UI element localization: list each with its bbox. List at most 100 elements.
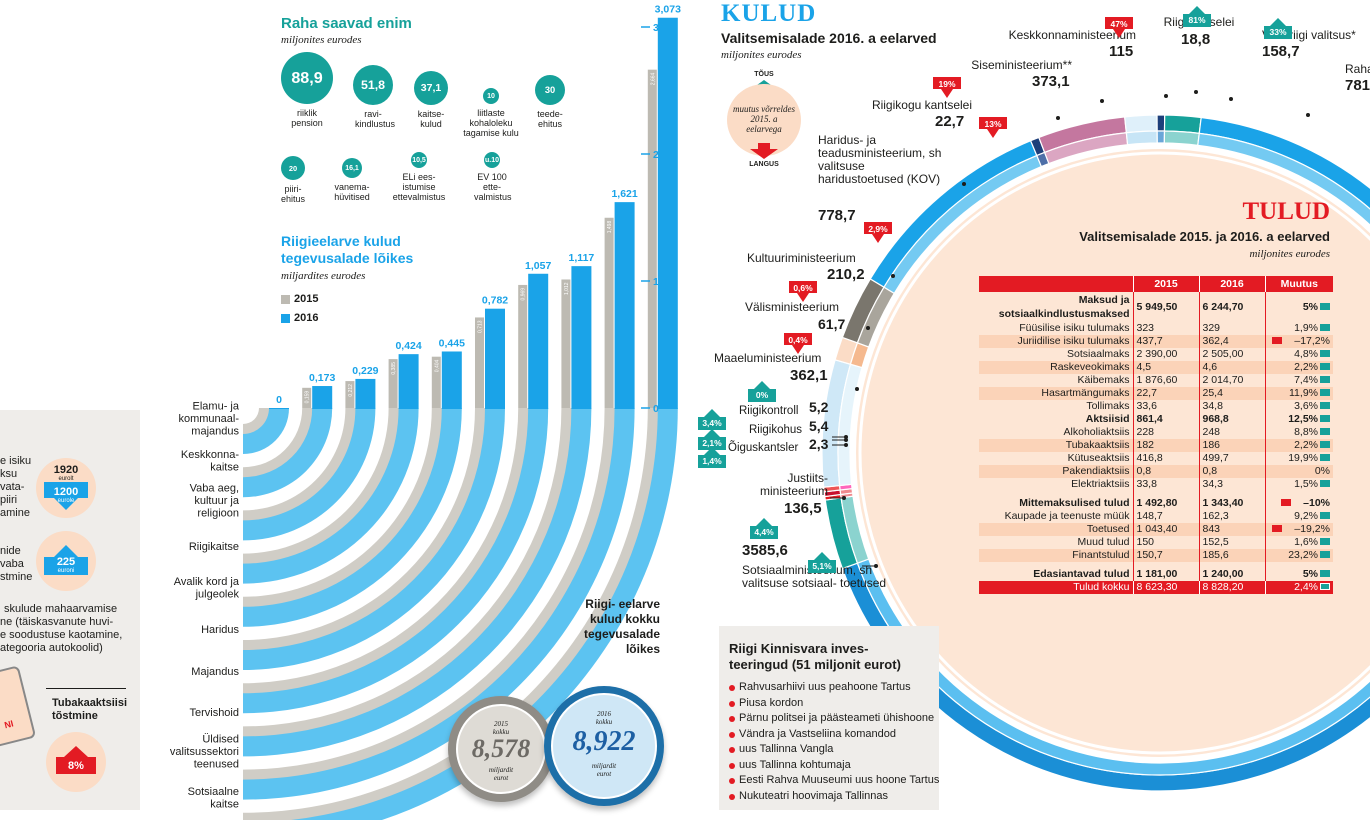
donut-ring [858, 151, 1370, 755]
bar-2015 [561, 279, 571, 408]
table-cell: 1 343,40 [1198, 497, 1265, 510]
cell-text: Juriidilise isiku tulumaks [1017, 335, 1130, 347]
table-row: Toetused 1 043,40 843 –19,2% [979, 523, 1333, 536]
increase-marker [1320, 324, 1330, 331]
increase-marker [1320, 303, 1330, 310]
list-item: Pärnu politsei ja päästeameti ühishoone [729, 711, 989, 727]
cell-text: 8 828,20 [1202, 581, 1244, 593]
leader-dot [1306, 113, 1310, 117]
arrow-up-icon [698, 429, 726, 450]
cell-text: 248 [1202, 426, 1221, 438]
arrow-down-icon [44, 482, 88, 510]
increase-badge: 81% [1181, 6, 1213, 28]
cell-text: Füüsilise isiku tulumaks [1019, 322, 1130, 334]
increase-marker [1320, 389, 1330, 396]
change-label: 3,4% [702, 418, 722, 428]
spend-bubble-label: liitlaste kohaloleku tagamise kulu [463, 108, 519, 138]
spend-bubble: 10 [483, 88, 499, 104]
increase-badge: 33% [1262, 18, 1294, 40]
leader-dot [1164, 94, 1168, 98]
increase-marker [1320, 454, 1330, 461]
table-row: Hasartmängumaks 22,7 25,4 11,9% [979, 387, 1333, 400]
cell-text: Tollimaks [1086, 400, 1130, 412]
table-cell: 4,5 [1132, 361, 1199, 374]
revenue-table: 2015 2016 Muutus Maksud ja sotsiaalkindlust… [979, 276, 1333, 594]
decrease-badge: 0,6% [787, 281, 819, 303]
spend-bubble-label: ravi- kindlustus [355, 109, 396, 129]
bar-2016 [355, 378, 376, 409]
table-cell: Sotsiaalmaks [979, 348, 1133, 361]
category-label: Vaba aeg, [190, 483, 239, 495]
increase-badge: 4,4% [748, 518, 780, 540]
cell-text: 968,8 [1202, 413, 1229, 425]
bar-2016 [657, 17, 678, 409]
list-item: Piusa kordon [729, 696, 989, 712]
table-row: Kütuseaktsiis 416,8 499,7 19,9% [979, 452, 1333, 465]
category-label: Majandus [191, 666, 239, 678]
table-row: Maksud ja sotsiaalkindlustusmaksed 5 949,… [979, 292, 1333, 322]
table-cell: 34,3 [1198, 478, 1265, 491]
category-label: kaitse [210, 461, 239, 473]
legend-2016: 2016 [281, 312, 318, 324]
cell-text: 34,8 [1202, 400, 1223, 412]
cell-text: 22,7 [1136, 387, 1157, 399]
table-header: 2015 2016 Muutus [979, 276, 1333, 292]
cell-text: Sotsiaalmaks [1067, 348, 1130, 360]
cell-text: 228 [1136, 426, 1155, 438]
bar-2016 [441, 351, 462, 409]
decrease-badge: 13% [977, 117, 1009, 139]
table-cell: Elektriaktsiis [979, 478, 1133, 491]
table-cell: 1,5% [1264, 478, 1333, 491]
decrease-marker [1272, 337, 1283, 344]
cell-text: 23,2% [1288, 549, 1318, 561]
arrow-down-icon [1105, 17, 1133, 38]
slice-name: Keskkonnaministeerium [1008, 28, 1136, 42]
table-cell: 8 828,20 [1198, 581, 1265, 594]
spend-bubble-label: teede- ehitus [537, 109, 563, 129]
value-label: 1,057 [525, 260, 551, 272]
cell-text: 1,6% [1294, 536, 1318, 548]
legend-2015: 2015 [281, 293, 318, 305]
cell-text: 7,4% [1294, 374, 1318, 386]
category-label: Riigikaitse [189, 541, 239, 553]
leader-dot [962, 182, 966, 186]
bar-2015 [388, 359, 398, 408]
slice-name: Maaeluministeerium [714, 351, 822, 365]
spend-bubble: u.10 [484, 152, 500, 168]
table-row: Edasiantavad tulud 1 181,00 1 240,00 5% [979, 568, 1333, 581]
category-label: Üldised [202, 734, 239, 746]
spend-bubble-label: vanema- hüvitised [334, 182, 370, 202]
column-header: Muutus [1264, 276, 1333, 292]
table-cell: 437,7 [1132, 335, 1199, 348]
divider-line [46, 688, 126, 689]
table-cell: 182 [1132, 439, 1199, 452]
table-cell: Toetused [979, 523, 1133, 536]
table-cell: Alkoholiaktsiis [979, 426, 1133, 439]
tulud-table: 2015 2016 Muutus Maksud ja sotsiaalkindlust… [979, 276, 1333, 594]
table-cell: 2 390,00 [1132, 348, 1199, 361]
table-cell: Edasiantavad tulud [979, 568, 1133, 581]
cell-text: 1 343,40 [1202, 497, 1244, 509]
leader-dot [1100, 99, 1104, 103]
table-cell: Maksud ja sotsiaalkindlustusmaksed [979, 292, 1133, 322]
cell-text: 362,4 [1202, 335, 1229, 347]
increase-badge: 0% [746, 381, 778, 403]
cell-text: 329 [1202, 322, 1221, 334]
bar-2016 [398, 354, 419, 409]
table-row: Tulud kokku 8 623,30 8 828,20 2,4% [979, 581, 1333, 594]
slice-value: 115 [1109, 43, 1134, 60]
slice-name: Kultuuriministeerium [747, 251, 856, 265]
arrow-down-icon [864, 222, 892, 243]
slice-name: Välisministeerium [745, 300, 840, 314]
category-label: valitsussektori [170, 746, 239, 758]
cell-text: Alkoholiaktsiis [1063, 426, 1130, 438]
table-cell: 8,8% [1264, 426, 1333, 439]
spend-bubble: 30 [535, 75, 565, 105]
change-label: 5,1% [812, 561, 832, 571]
bar-chart: 0 0,173 0,159 0,229 0,212 0,424 0,385 0,445 0,40… [170, 4, 681, 820]
value-label: 0,782 [482, 295, 508, 307]
cell-text: 0,8 [1202, 465, 1218, 477]
slice-name: Siseministeerium** [971, 58, 1072, 72]
table-cell: 329 [1198, 322, 1265, 335]
table-cell: 0,8 [1132, 465, 1199, 478]
